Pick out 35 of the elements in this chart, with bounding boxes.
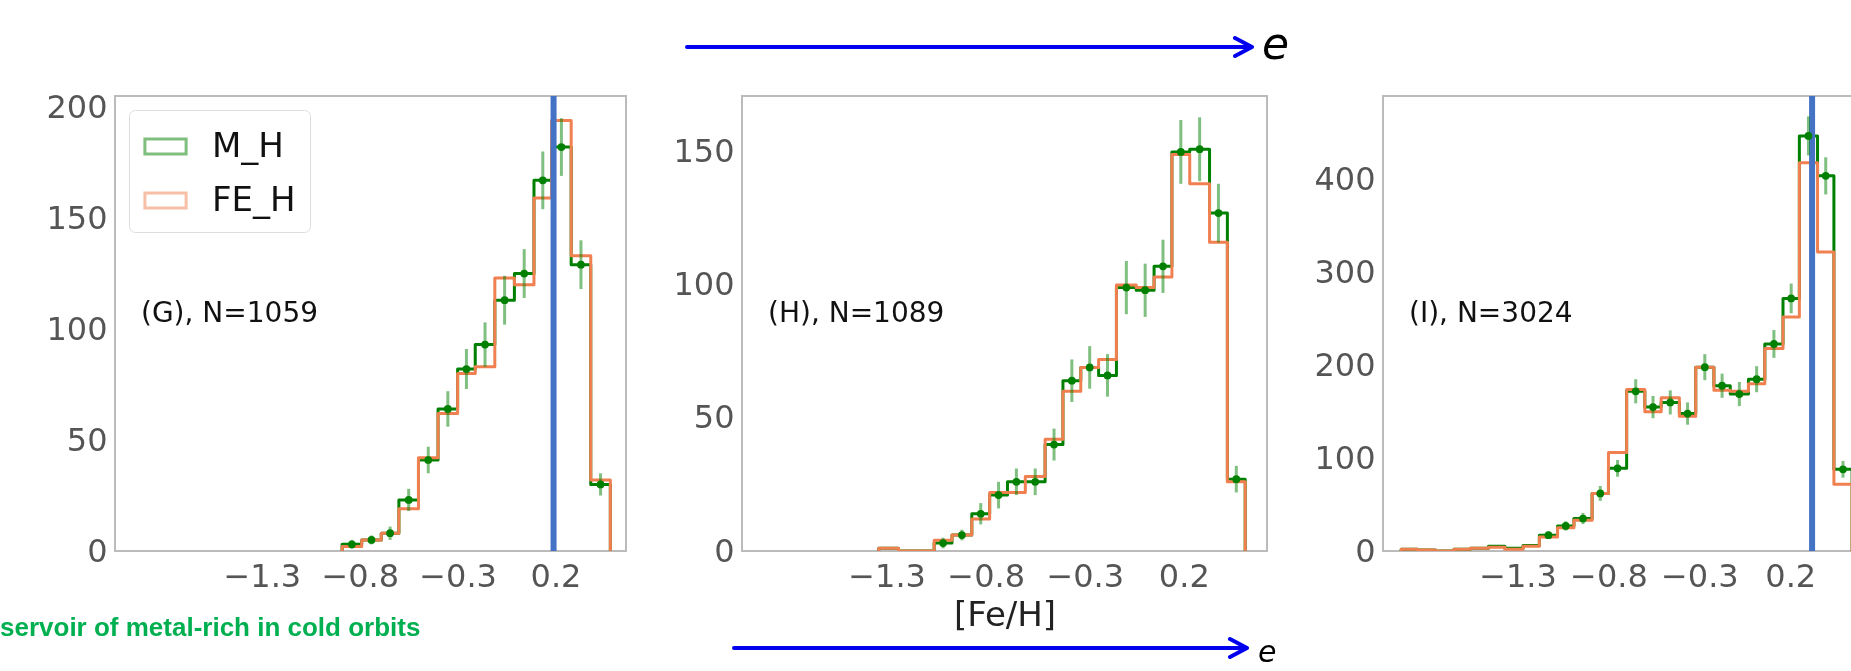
y-tick-label: 0 bbox=[714, 531, 735, 570]
annotation: (H), N=1089 bbox=[768, 296, 945, 330]
x-tick-label: 0.2 bbox=[1765, 556, 1817, 595]
annotation: (I), N=3024 bbox=[1409, 296, 1573, 330]
y-tick-label: 200 bbox=[46, 87, 108, 126]
x-tick-label: −1.3 bbox=[1479, 556, 1557, 595]
annotation: (G), N=1059 bbox=[141, 296, 319, 330]
y-tick-label: 400 bbox=[1314, 160, 1376, 199]
x-tick-label: −0.3 bbox=[1661, 556, 1739, 595]
x-tick-label: −0.8 bbox=[321, 556, 400, 595]
text: servoir of metal-rich in cold orbits bbox=[0, 612, 421, 643]
y-tick-label: 150 bbox=[46, 198, 108, 237]
x-tick-label: −1.3 bbox=[223, 556, 302, 595]
y-tick-label: 150 bbox=[673, 132, 735, 171]
text: e bbox=[1262, 18, 1290, 69]
y-tick-label: 50 bbox=[693, 398, 735, 437]
x-tick-label: −0.3 bbox=[1046, 556, 1125, 595]
x-tick-label: 0.2 bbox=[1158, 556, 1210, 595]
y-tick-label: 100 bbox=[46, 309, 108, 348]
text: e bbox=[1258, 634, 1277, 669]
y-tick-label: 300 bbox=[1314, 252, 1376, 291]
legend-label: FE_H bbox=[212, 178, 296, 219]
x-tick-label: −1.3 bbox=[848, 556, 926, 595]
y-tick-label: 50 bbox=[66, 420, 108, 459]
x-axis-title: [Fe/H] bbox=[953, 593, 1057, 634]
legend-label: M_H bbox=[212, 124, 284, 165]
y-tick-label: 100 bbox=[673, 265, 735, 304]
y-tick-label: 0 bbox=[1355, 531, 1376, 570]
y-tick-label: 200 bbox=[1314, 345, 1376, 384]
x-tick-label: −0.8 bbox=[947, 556, 1026, 595]
x-tick-label: −0.8 bbox=[1570, 556, 1648, 595]
x-tick-label: 0.2 bbox=[530, 556, 582, 595]
y-tick-label: 0 bbox=[87, 531, 108, 570]
y-tick-label: 100 bbox=[1314, 438, 1376, 477]
x-tick-label: −0.3 bbox=[419, 556, 497, 595]
